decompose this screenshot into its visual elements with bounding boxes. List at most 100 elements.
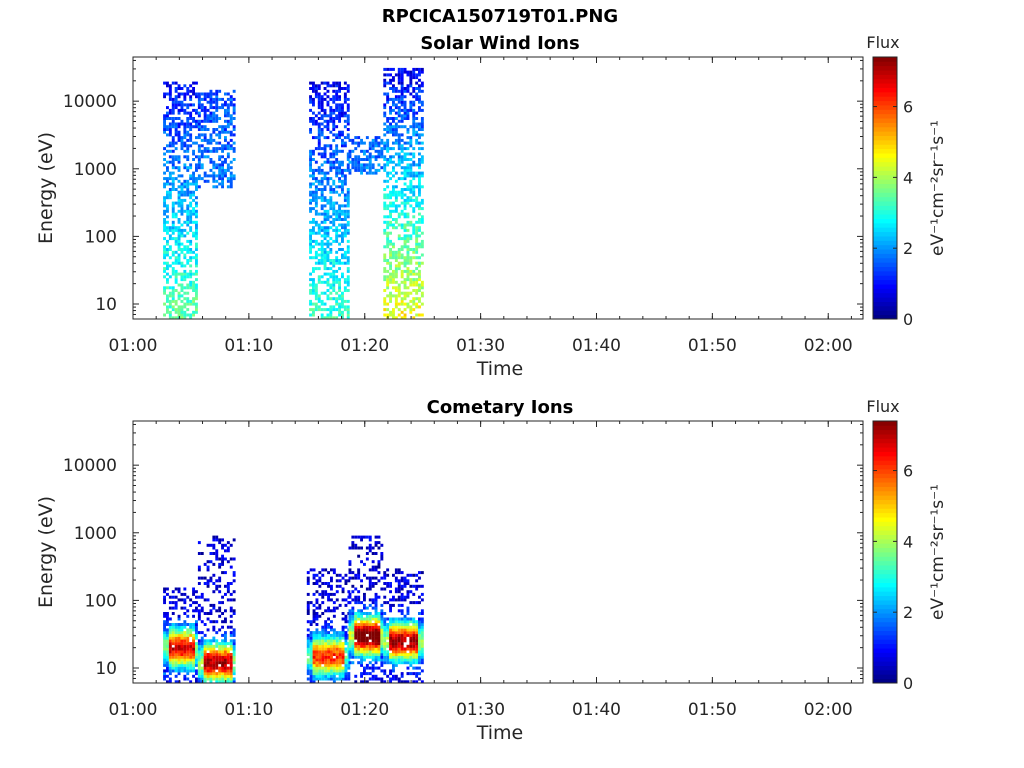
data-cell bbox=[397, 644, 401, 648]
data-cell bbox=[180, 228, 184, 232]
data-cell bbox=[394, 302, 398, 306]
data-cell bbox=[218, 155, 222, 159]
data-cell bbox=[332, 155, 336, 159]
data-cell bbox=[215, 650, 219, 654]
data-cell bbox=[341, 655, 345, 659]
data-cell bbox=[177, 256, 181, 260]
data-cell bbox=[406, 256, 410, 260]
data-cell bbox=[212, 590, 216, 594]
data-cell bbox=[365, 171, 369, 175]
colorbar-step bbox=[873, 495, 897, 500]
data-cell bbox=[392, 108, 395, 112]
data-cell bbox=[166, 612, 169, 615]
data-cell bbox=[329, 286, 333, 290]
plot-area bbox=[133, 57, 863, 319]
data-cell bbox=[192, 614, 195, 618]
data-cell bbox=[392, 242, 395, 246]
data-cell bbox=[397, 108, 401, 112]
data-cell bbox=[389, 117, 392, 120]
data-cell bbox=[383, 269, 387, 273]
data-cell bbox=[383, 299, 387, 303]
data-cell bbox=[215, 535, 219, 539]
data-cell bbox=[183, 95, 187, 99]
data-cell bbox=[420, 160, 424, 164]
data-cell bbox=[206, 155, 210, 159]
data-cell bbox=[332, 297, 336, 301]
data-cell bbox=[317, 166, 321, 170]
data-cell bbox=[406, 672, 410, 676]
data-cell bbox=[192, 653, 195, 656]
data-cell bbox=[332, 163, 336, 167]
data-cell bbox=[195, 661, 198, 665]
data-cell bbox=[406, 259, 410, 262]
data-cell bbox=[215, 655, 219, 659]
data-cell bbox=[332, 286, 336, 290]
data-cell bbox=[420, 103, 424, 107]
data-cell bbox=[324, 631, 328, 635]
data-cell bbox=[180, 136, 184, 140]
data-cell bbox=[200, 108, 204, 112]
data-cell bbox=[171, 661, 175, 665]
data-cell bbox=[171, 269, 175, 273]
data-cell bbox=[312, 291, 315, 295]
data-cell bbox=[183, 666, 187, 670]
data-cell bbox=[341, 130, 344, 134]
data-cell bbox=[180, 212, 184, 216]
data-cell bbox=[218, 653, 222, 656]
data-cell bbox=[192, 313, 195, 317]
data-cell bbox=[168, 130, 172, 134]
data-cell bbox=[177, 261, 181, 265]
data-cell bbox=[394, 297, 398, 301]
data-cell bbox=[206, 174, 210, 178]
data-cell bbox=[412, 193, 416, 197]
data-cell bbox=[368, 617, 372, 621]
data-cell bbox=[171, 111, 175, 115]
data-cell bbox=[409, 76, 413, 80]
data-cell bbox=[368, 672, 372, 676]
data-cell bbox=[343, 234, 347, 238]
colorbar-step bbox=[873, 600, 897, 605]
data-cell bbox=[189, 128, 193, 131]
data-cell bbox=[332, 133, 336, 137]
data-cell bbox=[394, 141, 398, 145]
data-cell bbox=[180, 592, 184, 596]
data-cell bbox=[195, 286, 198, 290]
data-cell bbox=[397, 261, 401, 265]
data-cell bbox=[343, 286, 347, 290]
data-cell bbox=[338, 283, 341, 287]
data-cell bbox=[177, 310, 181, 314]
data-cell bbox=[383, 193, 387, 197]
data-cell bbox=[324, 568, 328, 572]
data-cell bbox=[309, 237, 312, 241]
data-cell bbox=[174, 141, 178, 145]
data-cell bbox=[329, 84, 333, 88]
data-cell bbox=[229, 122, 233, 126]
data-cell bbox=[341, 231, 344, 235]
data-cell bbox=[180, 316, 184, 320]
data-cell bbox=[309, 639, 313, 643]
data-cell bbox=[163, 253, 166, 257]
data-cell bbox=[332, 209, 336, 213]
data-cell bbox=[374, 168, 378, 172]
data-cell bbox=[392, 617, 395, 621]
data-cell bbox=[195, 92, 198, 96]
data-cell bbox=[329, 310, 333, 314]
data-cell bbox=[171, 144, 175, 148]
data-cell bbox=[343, 256, 347, 260]
data-cell bbox=[400, 609, 404, 613]
data-cell bbox=[174, 587, 178, 591]
data-cell bbox=[168, 155, 172, 159]
data-cell bbox=[166, 661, 169, 665]
data-cell bbox=[168, 234, 172, 238]
data-cell bbox=[343, 253, 347, 257]
data-cell bbox=[332, 259, 336, 262]
data-cell bbox=[192, 590, 195, 594]
data-cell bbox=[329, 177, 333, 181]
data-cell bbox=[168, 177, 172, 181]
data-cell bbox=[341, 617, 345, 621]
data-cell bbox=[189, 302, 193, 306]
data-cell bbox=[330, 576, 333, 580]
data-cell bbox=[360, 614, 363, 618]
data-cell bbox=[383, 231, 387, 235]
data-cell bbox=[346, 250, 350, 254]
